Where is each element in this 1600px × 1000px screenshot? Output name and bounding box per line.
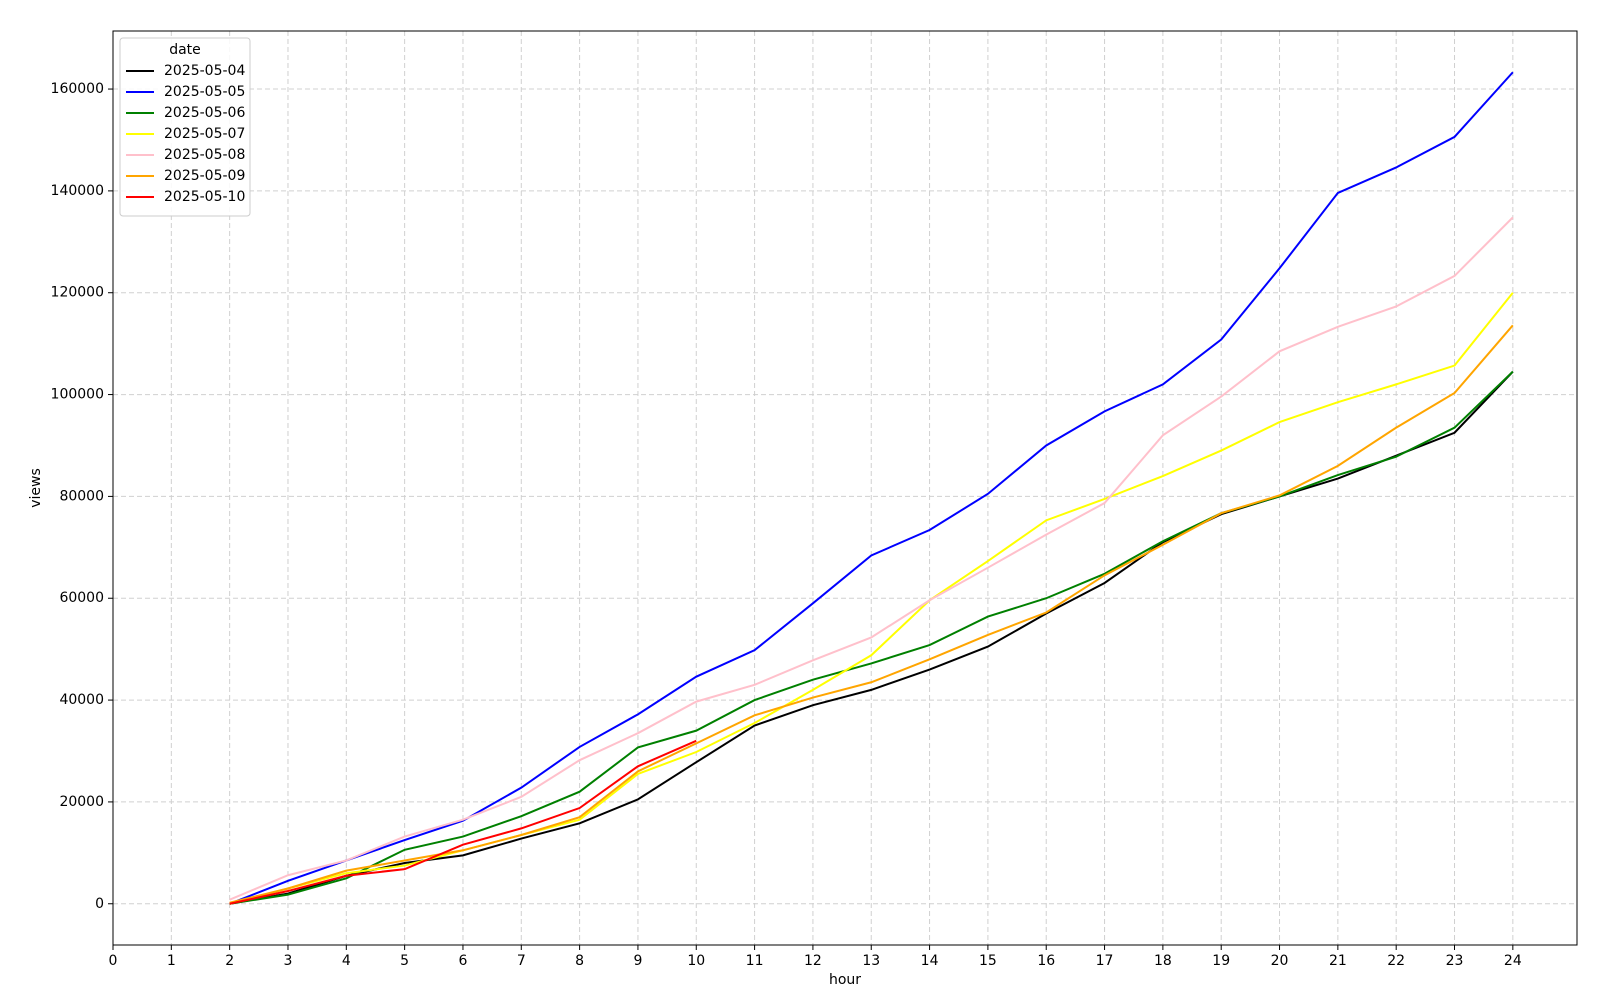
x-tick-label: 1: [167, 953, 176, 969]
y-tick-label: 60000: [59, 590, 104, 606]
series-line: [229, 71, 1514, 905]
y-tick-label: 100000: [51, 387, 104, 403]
series-line: [229, 370, 1514, 905]
legend-label: 2025-05-06: [164, 105, 245, 121]
x-tick-label: 0: [109, 953, 118, 969]
legend-label: 2025-05-10: [164, 189, 245, 205]
y-tick-label: 0: [95, 896, 104, 912]
x-tick-label: 9: [633, 953, 642, 969]
legend-label: 2025-05-05: [164, 84, 245, 100]
x-tick-label: 24: [1504, 953, 1522, 969]
legend-label: 2025-05-04: [164, 63, 245, 79]
x-tick-label: 14: [921, 953, 939, 969]
x-tick-label: 11: [746, 953, 764, 969]
legend-box: [119, 37, 251, 217]
series-line: [229, 292, 1514, 905]
x-tick-label: 12: [804, 953, 822, 969]
plot-frame: [112, 30, 1578, 946]
x-tick-label: 16: [1037, 953, 1055, 969]
x-axis-label: hour: [829, 972, 861, 988]
y-tick-label: 20000: [59, 794, 104, 810]
y-axis-label: views: [28, 468, 44, 508]
x-tick-label: 19: [1212, 953, 1230, 969]
x-tick-label: 17: [1096, 953, 1114, 969]
series-line: [229, 216, 1514, 901]
legend-label: 2025-05-08: [164, 147, 245, 163]
y-tick-label: 120000: [51, 285, 104, 301]
legend-title: date: [169, 42, 201, 58]
x-tick-label: 8: [575, 953, 584, 969]
y-tick-label: 80000: [59, 488, 104, 504]
x-tick-label: 22: [1387, 953, 1405, 969]
x-tick-label: 3: [284, 953, 293, 969]
x-tick-label: 20: [1271, 953, 1289, 969]
series-line: [229, 370, 1514, 905]
legend-label: 2025-05-07: [164, 126, 245, 142]
y-tick-label: 140000: [51, 183, 104, 199]
x-tick-label: 23: [1446, 953, 1464, 969]
x-tick-label: 15: [979, 953, 997, 969]
x-tick-label: 4: [342, 953, 351, 969]
x-tick-label: 18: [1154, 953, 1172, 969]
legend-label: 2025-05-09: [164, 168, 245, 184]
x-tick-label: 6: [458, 953, 467, 969]
series-line: [229, 739, 697, 905]
x-tick-label: 7: [517, 953, 526, 969]
y-tick-label: 160000: [51, 81, 104, 97]
x-tick-label: 10: [687, 953, 705, 969]
x-tick-label: 13: [862, 953, 880, 969]
y-tick-label: 40000: [59, 692, 104, 708]
x-tick-label: 21: [1329, 953, 1347, 969]
x-tick-label: 2: [225, 953, 234, 969]
x-tick-label: 5: [400, 953, 409, 969]
